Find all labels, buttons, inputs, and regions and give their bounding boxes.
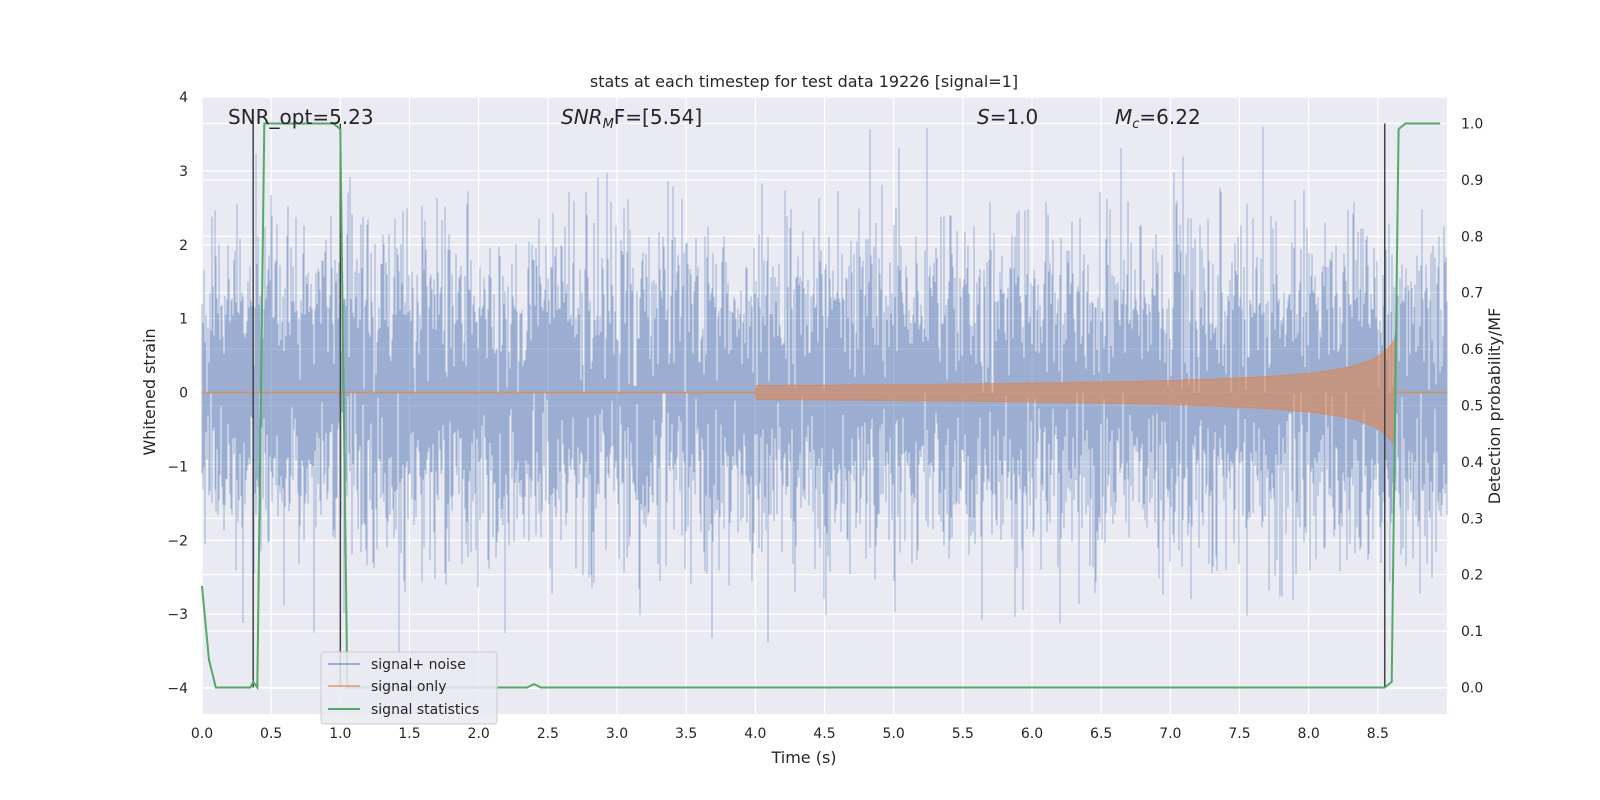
annotation-mc-sub: c	[1132, 117, 1139, 132]
x-tick-label: 6.0	[1021, 726, 1043, 742]
y-tick-label: 0	[179, 386, 188, 402]
y2-tick-label: 0.0	[1461, 680, 1483, 696]
y2-tick-label: 1.0	[1461, 117, 1483, 133]
y-tick-label: 2	[179, 238, 188, 254]
y2-tick-label: 0.1	[1461, 624, 1483, 640]
series-signal-only	[201, 337, 1448, 448]
y-tick-label: 1	[179, 312, 188, 328]
annotation-mc-value: =6.22	[1139, 105, 1200, 129]
y-tick-label: −4	[167, 681, 188, 697]
annotation-s-label: S	[977, 105, 990, 129]
annotation-mc-label: M	[1115, 105, 1132, 129]
vertical-markers	[252, 123, 1386, 688]
annotation-mc: Mc=6.22	[1115, 105, 1201, 132]
x-axis-label: Time (s)	[770, 748, 836, 767]
annotation-snr-mf-value: F=[5.54]	[614, 105, 702, 129]
x-tick-label: 8.0	[1298, 726, 1320, 742]
legend-box	[320, 651, 498, 725]
x-tick-label: 8.5	[1367, 726, 1389, 742]
y2-tick-label: 0.3	[1461, 511, 1483, 527]
legend-label-signal-only: signal only	[371, 679, 446, 695]
y2-tick-label: 0.2	[1461, 568, 1483, 584]
y-tick-label: 4	[179, 90, 188, 106]
legend-label-signal-statistics: signal statistics	[371, 702, 479, 718]
legend: signal+ noise signal only signal statist…	[320, 651, 498, 725]
axis-ticks: 0.0 0.5 1.0 1.5 2.0 2.5 3.0 3.5 4.0 4.5 5.0 5.5 6.0 6…	[167, 90, 1483, 742]
annotation-snr-opt: SNR_opt=5.23	[228, 105, 374, 129]
y-tick-label: −2	[167, 533, 188, 549]
chart-title: stats at each timestep for test data 192…	[590, 72, 1018, 91]
annotation-s: S=1.0	[977, 105, 1038, 129]
x-tick-label: 4.0	[744, 726, 766, 742]
x-tick-label: 2.5	[537, 726, 559, 742]
signal-only-line	[201, 337, 1448, 448]
y2-axis-label: Detection probability/MF	[1485, 308, 1504, 505]
annotation-s-value: =1.0	[990, 105, 1039, 129]
y2-tick-label: 0.6	[1461, 342, 1483, 358]
y-tick-label: 3	[179, 164, 188, 180]
x-tick-label: 3.0	[606, 726, 628, 742]
y-tick-label: −3	[167, 607, 188, 623]
annotation-snr-mf-label: SNR	[561, 105, 603, 129]
x-tick-label: 1.0	[329, 726, 351, 742]
y-tick-label: −1	[167, 459, 188, 475]
annotation-snr-mf-sub: M	[603, 117, 614, 132]
x-tick-label: 3.5	[675, 726, 697, 742]
x-tick-label: 6.5	[1090, 726, 1112, 742]
x-tick-label: 7.5	[1228, 726, 1250, 742]
x-tick-label: 7.0	[1159, 726, 1181, 742]
x-tick-label: 1.5	[398, 726, 420, 742]
y2-tick-label: 0.4	[1461, 455, 1483, 471]
y2-tick-label: 0.5	[1461, 399, 1483, 415]
x-tick-label: 0.0	[191, 726, 213, 742]
x-tick-label: 4.5	[813, 726, 835, 742]
y-axis-label: Whitened strain	[140, 328, 159, 455]
y2-tick-label: 0.8	[1461, 229, 1483, 245]
legend-label-signal-noise: signal+ noise	[371, 657, 466, 673]
y2-tick-label: 0.9	[1461, 173, 1483, 189]
annotation-snr-mf: SNRMF=[5.54]	[561, 105, 702, 132]
x-tick-label: 2.0	[468, 726, 490, 742]
x-tick-label: 5.0	[883, 726, 905, 742]
y2-tick-label: 0.7	[1461, 286, 1483, 302]
x-tick-label: 0.5	[260, 726, 282, 742]
x-tick-label: 5.5	[952, 726, 974, 742]
